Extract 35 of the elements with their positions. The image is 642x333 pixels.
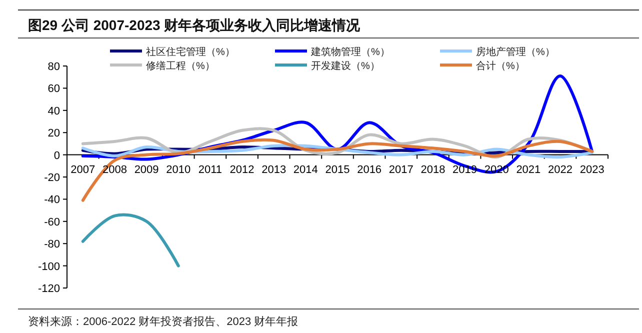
chart-title: 图29 公司 2007-2023 财年各项业务收入同比增速情况	[28, 17, 362, 33]
y-tick-label: 60	[48, 83, 60, 96]
x-tick-label: 2013	[262, 164, 286, 176]
text: 资料来源：2006-2022 财年投资者报告、2023 财年年报	[28, 315, 298, 328]
legend-label: 房地产管理（%）	[476, 46, 555, 58]
x-tick-label: 2010	[166, 164, 191, 176]
y-tick-label: -60	[44, 216, 60, 228]
y-tick-label: -120	[38, 283, 60, 295]
legend-label: 社区住宅管理（%）	[146, 46, 235, 58]
x-tick-label: 2009	[134, 164, 159, 176]
x-tick-label: 2019	[452, 164, 478, 176]
legend-label: 合计（%）	[476, 60, 525, 72]
x-tick-label: 2011	[198, 164, 222, 176]
legend-label: 修缮工程（%）	[146, 60, 215, 72]
y-tick-label: 20	[48, 128, 60, 140]
y-tick-label: -80	[44, 238, 60, 251]
x-tick-label: 2017	[388, 164, 414, 176]
x-tick-label: 2015	[325, 164, 350, 176]
x-tick-label: 2016	[357, 164, 382, 176]
y-tick-label: 0	[54, 150, 60, 162]
line-series	[81, 213, 180, 268]
legend-label: 建筑物管理（%）	[310, 46, 390, 58]
y-tick-label: 40	[48, 105, 60, 118]
y-tick-label: -100	[38, 260, 60, 273]
x-tick-label: 2007	[70, 164, 96, 176]
y-tick-label: 80	[48, 61, 60, 73]
legend-label: 开发建设（%）	[311, 60, 380, 72]
x-tick-label: 2021	[516, 164, 541, 176]
x-tick-label: 2012	[230, 164, 254, 176]
y-tick-label: -40	[44, 194, 60, 206]
x-tick-label: 2022	[548, 164, 573, 176]
x-tick-label: 2014	[293, 164, 318, 176]
y-tick-label: -20	[44, 172, 60, 184]
x-tick-label: 2018	[420, 164, 446, 176]
x-tick-label: 2023	[580, 164, 604, 176]
